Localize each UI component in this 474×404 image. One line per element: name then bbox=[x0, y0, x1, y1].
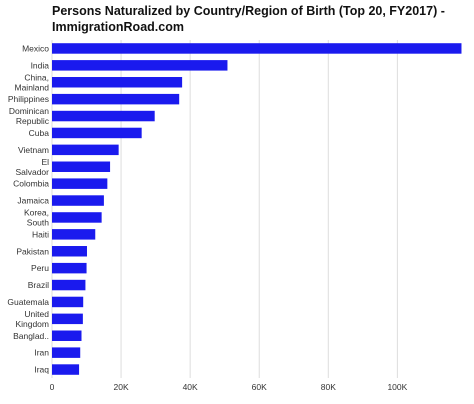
bar[interactable] bbox=[52, 77, 183, 88]
category-label: Iraq bbox=[34, 365, 49, 375]
category-label: Guatemala bbox=[7, 297, 49, 307]
bar[interactable] bbox=[52, 43, 462, 54]
category-label-line: Colombia bbox=[13, 179, 49, 189]
category-label: El Salvador bbox=[15, 157, 49, 177]
category-label-line: Banglad.. bbox=[13, 331, 49, 341]
bar[interactable] bbox=[52, 212, 102, 223]
bar[interactable] bbox=[52, 313, 83, 325]
bar[interactable] bbox=[52, 262, 87, 274]
category-label-line: South bbox=[27, 217, 49, 227]
category-label-line: Philippines bbox=[8, 94, 49, 104]
bar[interactable] bbox=[52, 229, 96, 240]
bar[interactable] bbox=[52, 178, 108, 189]
category-label-line: Dominican bbox=[9, 106, 49, 116]
grid-lines bbox=[51, 40, 398, 378]
bar[interactable] bbox=[52, 127, 142, 139]
x-axis-ticks: 0 20K 40K 60K 80K 100K bbox=[50, 382, 408, 392]
category-label-line: Korea, bbox=[24, 207, 49, 217]
category-label-line: Mainland bbox=[15, 82, 50, 92]
category-label-line: Iraq bbox=[34, 365, 49, 375]
category-label-line: Haiti bbox=[32, 229, 49, 239]
category-label-line: El bbox=[41, 157, 49, 167]
category-label-line: Cuba bbox=[29, 128, 50, 138]
bar[interactable] bbox=[52, 195, 104, 206]
category-label: Brazil bbox=[28, 280, 49, 290]
bar[interactable] bbox=[52, 110, 155, 122]
category-labels: Mexico India China, Mainland Philippines Domi… bbox=[7, 43, 49, 374]
x-tick-label: 80K bbox=[321, 382, 336, 392]
category-label-line: Republic bbox=[16, 116, 50, 126]
category-label-line: India bbox=[31, 60, 50, 70]
category-label: United Kingdom bbox=[15, 309, 49, 329]
x-tick-label: 40K bbox=[183, 382, 198, 392]
category-label-line: Salvador bbox=[15, 167, 49, 177]
bar[interactable] bbox=[52, 347, 81, 358]
category-label-line: Vietnam bbox=[18, 145, 49, 155]
bar[interactable] bbox=[52, 144, 119, 156]
bar[interactable] bbox=[52, 296, 84, 308]
bars bbox=[52, 43, 462, 375]
category-label: Jamaica bbox=[17, 196, 49, 206]
category-label-line: Brazil bbox=[28, 280, 49, 290]
bar[interactable] bbox=[52, 364, 80, 375]
category-label: Haiti bbox=[32, 229, 49, 239]
category-label-line: Peru bbox=[31, 263, 49, 273]
category-label-line: Kingdom bbox=[15, 319, 49, 329]
bar[interactable] bbox=[52, 279, 86, 291]
category-label: China, Mainland bbox=[15, 72, 50, 92]
chart-title: Persons Naturalized by Country/Region of… bbox=[52, 4, 445, 34]
category-label: Iran bbox=[34, 348, 49, 358]
x-tick-label: 20K bbox=[114, 382, 129, 392]
bar[interactable] bbox=[52, 246, 87, 257]
category-label-line: Iran bbox=[34, 348, 49, 358]
category-label: Pakistan bbox=[16, 246, 49, 256]
bar[interactable] bbox=[52, 60, 228, 71]
category-label-line: Jamaica bbox=[17, 196, 49, 206]
category-label: Dominican Republic bbox=[9, 106, 50, 126]
bar[interactable] bbox=[52, 330, 82, 341]
category-label-line: United bbox=[24, 309, 49, 319]
bar[interactable] bbox=[52, 93, 180, 105]
category-label: Philippines bbox=[8, 94, 49, 104]
category-label: Peru bbox=[31, 263, 49, 273]
category-label-line: Guatemala bbox=[7, 297, 49, 307]
category-label: Vietnam bbox=[18, 145, 49, 155]
bar[interactable] bbox=[52, 161, 111, 172]
category-label: Colombia bbox=[13, 179, 49, 189]
x-tick-label: 60K bbox=[252, 382, 267, 392]
category-label: Banglad.. bbox=[13, 331, 49, 341]
x-tick-label: 100K bbox=[387, 382, 407, 392]
category-label-line: China, bbox=[24, 72, 49, 82]
category-label: Cuba bbox=[29, 128, 50, 138]
x-tick-label: 0 bbox=[50, 382, 55, 392]
category-label-line: Mexico bbox=[22, 43, 49, 53]
category-label: Korea, South bbox=[24, 207, 49, 227]
category-label: India bbox=[31, 60, 50, 70]
category-label-line: Pakistan bbox=[16, 246, 49, 256]
category-label: Mexico bbox=[22, 43, 49, 53]
